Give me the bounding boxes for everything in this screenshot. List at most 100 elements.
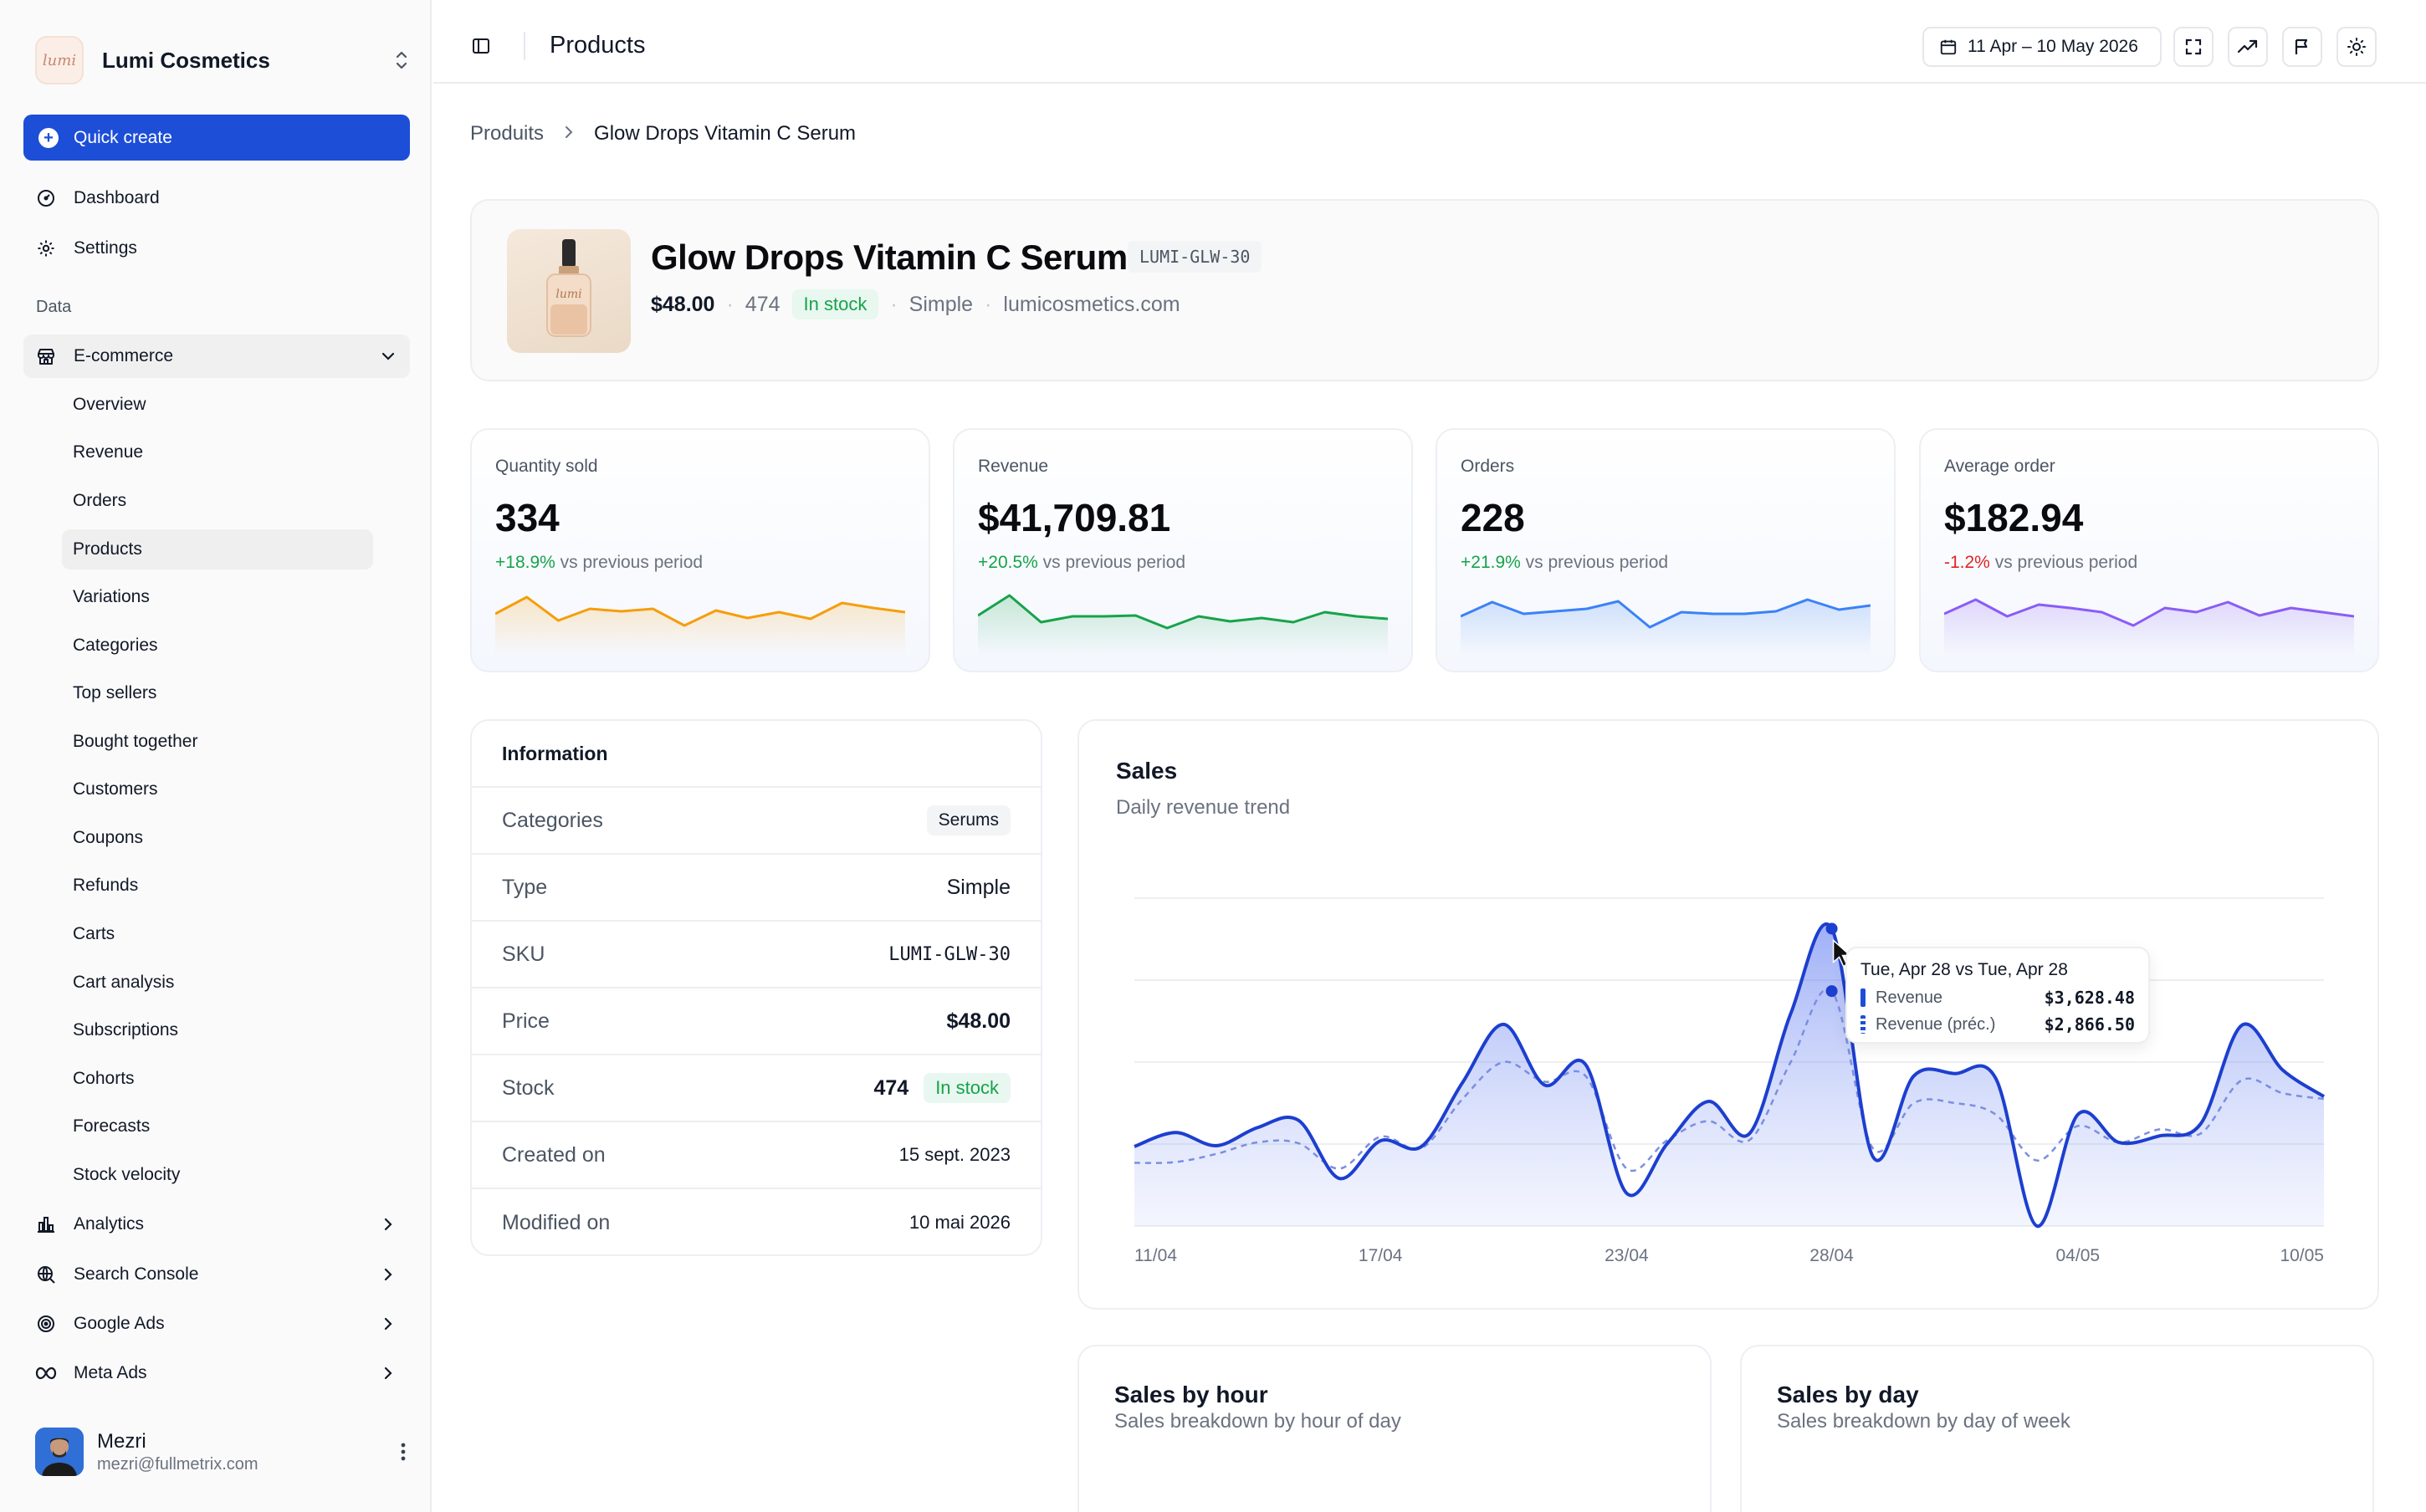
- theme-toggle-button[interactable]: [2336, 27, 2377, 67]
- sidebar-item-analytics[interactable]: Analytics: [35, 1208, 412, 1241]
- sparkline-area: [495, 597, 905, 656]
- tooltip-label: Revenue (préc.): [1876, 1014, 1996, 1034]
- quick-create-button[interactable]: + Quick create: [23, 115, 410, 161]
- tooltip-value: $2,866.50: [2044, 1014, 2135, 1034]
- kpi-sparkline: [978, 594, 1388, 656]
- sidebar-item-dashboard[interactable]: Dashboard: [35, 181, 412, 215]
- sidebar-item-google-ads[interactable]: Google Ads: [35, 1307, 412, 1341]
- separator-dot: ·: [726, 292, 734, 316]
- info-key: Modified on: [502, 1210, 611, 1234]
- sidebar-item-label: Settings: [74, 238, 137, 258]
- product-name: Glow Drops Vitamin C Serum: [651, 238, 1128, 277]
- sidebar-item-label: Analytics: [74, 1214, 145, 1234]
- info-value: 474: [873, 1075, 909, 1100]
- product-site-link[interactable]: lumicosmetics.com: [1003, 292, 1180, 316]
- info-key: Type: [502, 875, 548, 899]
- category-chip[interactable]: Serums: [926, 805, 1011, 835]
- product-image: lumi: [507, 229, 631, 353]
- sidebar-item-settings[interactable]: Settings: [35, 232, 412, 265]
- chevron-right-icon: [384, 1366, 392, 1380]
- chevron-right-icon: [384, 1317, 392, 1331]
- chart-tooltip: Tue, Apr 28 vs Tue, Apr 28 Revenue $3,62…: [1845, 947, 2150, 1044]
- card-title: Sales by day: [1777, 1382, 1919, 1407]
- page-title: Products: [550, 32, 646, 59]
- trends-button[interactable]: [2228, 27, 2268, 67]
- sidebar-item-label: Google Ads: [74, 1314, 165, 1333]
- sidebar-item-stock-velocity[interactable]: Stock velocity: [73, 1165, 181, 1184]
- sales-by-day-card: Sales by day Sales breakdown by day of w…: [1740, 1345, 2374, 1512]
- product-image-label: lumi: [555, 288, 581, 301]
- sidebar-item-label: Dashboard: [74, 188, 160, 207]
- product-stock: 474: [745, 292, 781, 316]
- series-revenue-area: [1134, 923, 2324, 1227]
- breadcrumb-parent-link[interactable]: Produits: [470, 122, 545, 145]
- breadcrumb: Produits Glow Drops Vitamin C Serum: [470, 122, 856, 146]
- sidebar-group-ecommerce[interactable]: E-commerce: [35, 340, 412, 373]
- separator-dot: ·: [890, 292, 898, 316]
- kpi-sparkline: [1944, 598, 2354, 656]
- sidebar-item-customers[interactable]: Customers: [73, 779, 158, 799]
- kpi-delta-percent: -1.2%: [1944, 553, 1990, 572]
- date-range-label: 11 Apr – 10 May 2026: [1968, 37, 2138, 56]
- sidebar-item-refunds[interactable]: Refunds: [73, 876, 139, 895]
- sidebar-toggle-icon[interactable]: [471, 36, 491, 56]
- x-tick-label: 11/04: [1134, 1246, 1177, 1265]
- maximize-icon: [2185, 38, 2202, 55]
- user-menu[interactable]: Mezri mezri@fullmetrix.com: [35, 1427, 412, 1477]
- sidebar-item-categories[interactable]: Categories: [73, 636, 158, 655]
- sidebar-item-cart-analysis[interactable]: Cart analysis: [73, 973, 175, 992]
- sidebar-item-label: Meta Ads: [74, 1363, 147, 1382]
- date-range-picker[interactable]: 11 Apr – 10 May 2026: [1922, 27, 2162, 67]
- sales-area-chart[interactable]: 11/04 17/04 23/04 28/04 04/05 10/05: [1079, 721, 2379, 1310]
- chevron-right-icon: [562, 122, 576, 146]
- sidebar-item-meta-ads[interactable]: Meta Ads: [35, 1356, 412, 1390]
- card-subtitle: Sales breakdown by day of week: [1777, 1410, 2070, 1433]
- sidebar-item-forecasts[interactable]: Forecasts: [73, 1116, 151, 1136]
- sidebar-item-bought-together[interactable]: Bought together: [73, 732, 198, 751]
- sidebar-item-coupons[interactable]: Coupons: [73, 828, 144, 847]
- sidebar-item-revenue[interactable]: Revenue: [73, 442, 144, 462]
- sku-chip: LUMI-GLW-30: [1128, 241, 1262, 273]
- legend-swatch-dashed: [1860, 1015, 1866, 1034]
- tooltip-label: Revenue: [1876, 988, 1943, 1007]
- sidebar-item-top-sellers[interactable]: Top sellers: [73, 683, 157, 702]
- sidebar-item-overview[interactable]: Overview: [73, 395, 146, 414]
- sidebar-item-cohorts[interactable]: Cohorts: [73, 1069, 135, 1088]
- kpi-delta: +21.9% vs previous period: [1461, 553, 1668, 573]
- kpi-delta-percent: +18.9%: [495, 553, 555, 572]
- kpi-card-revenue: Revenue $41,709.81 +20.5% vs previous pe…: [953, 428, 1413, 672]
- sparkline-area: [1461, 600, 1871, 656]
- sidebar-item-products[interactable]: Products: [73, 539, 142, 559]
- kpi-label: Orders: [1461, 457, 1515, 476]
- fullscreen-button[interactable]: [2173, 27, 2214, 67]
- breadcrumb-current: Glow Drops Vitamin C Serum: [594, 122, 857, 145]
- x-tick-label: 04/05: [2056, 1246, 2101, 1265]
- sidebar-item-search-console[interactable]: Search Console: [35, 1258, 412, 1291]
- info-value: Simple: [946, 875, 1011, 899]
- sidebar-item-subscriptions[interactable]: Subscriptions: [73, 1020, 179, 1040]
- info-value: $48.00: [946, 1009, 1011, 1033]
- sidebar-item-variations[interactable]: Variations: [73, 587, 150, 606]
- kpi-sparkline: [1461, 598, 1871, 656]
- kpi-delta: -1.2% vs previous period: [1944, 553, 2137, 573]
- kpi-value: $182.94: [1944, 496, 2084, 539]
- more-vertical-icon[interactable]: [395, 1439, 412, 1464]
- kpi-delta-percent: +20.5%: [978, 553, 1038, 572]
- calendar-icon: [1940, 39, 1957, 55]
- sidebar-item-orders[interactable]: Orders: [73, 491, 127, 510]
- sidebar: lumi Lumi Cosmetics + Quick create Dashb…: [0, 0, 432, 1512]
- card-subtitle: Sales breakdown by hour of day: [1114, 1410, 1401, 1433]
- legend-swatch: [1860, 988, 1866, 1007]
- sparkline-line: [1461, 598, 1871, 629]
- info-key: SKU: [502, 942, 545, 966]
- sparkline-area: [1944, 600, 2354, 656]
- workspace-switcher[interactable]: lumi Lumi Cosmetics: [35, 35, 412, 85]
- sun-icon: [2347, 38, 2366, 56]
- highlighted-point-revenue: [1825, 922, 1838, 935]
- kpi-value: 334: [495, 496, 560, 539]
- chart-title: Sales: [1116, 758, 1178, 784]
- sidebar-item-carts[interactable]: Carts: [73, 924, 115, 943]
- info-key: Categories: [502, 808, 603, 832]
- flag-button[interactable]: [2282, 27, 2322, 67]
- info-row-sku: SKU LUMI-GLW-30: [472, 922, 1041, 988]
